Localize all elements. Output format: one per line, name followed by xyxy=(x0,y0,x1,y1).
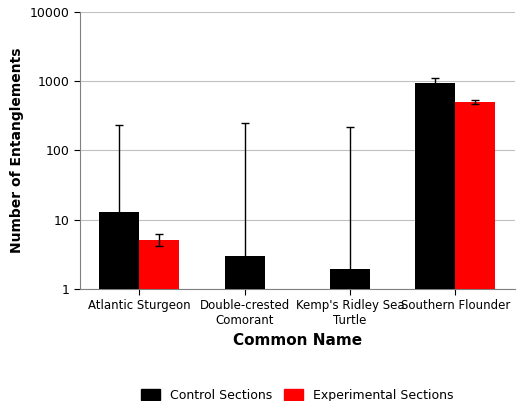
Bar xyxy=(415,83,455,401)
Bar xyxy=(225,256,265,401)
Y-axis label: Number of Entanglements: Number of Entanglements xyxy=(10,48,24,253)
Bar xyxy=(455,102,495,401)
X-axis label: Common Name: Common Name xyxy=(233,333,362,348)
Bar xyxy=(140,240,179,401)
Legend: Control Sections, Experimental Sections: Control Sections, Experimental Sections xyxy=(136,383,459,401)
Bar xyxy=(99,212,140,401)
Bar xyxy=(330,269,370,401)
